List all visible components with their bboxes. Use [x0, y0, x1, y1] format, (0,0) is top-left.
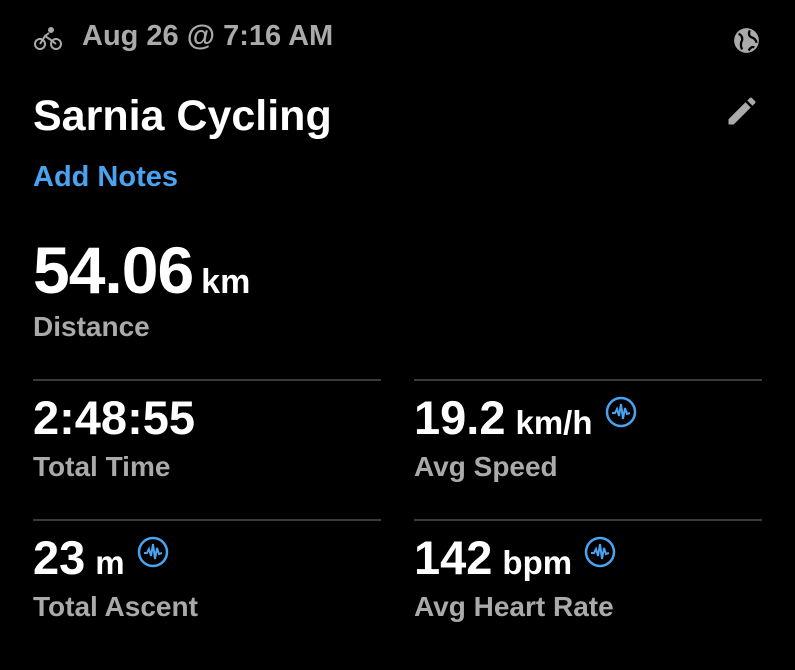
divider [33, 519, 381, 521]
total-ascent-label: Total Ascent [33, 591, 198, 622]
distance-label: Distance [33, 311, 150, 342]
distance-number: 54.06 [33, 233, 194, 307]
chart-icon[interactable] [137, 536, 169, 568]
add-notes-link[interactable]: Add Notes [33, 161, 178, 193]
bicycle-icon [34, 27, 62, 50]
chart-icon[interactable] [605, 396, 637, 428]
divider [414, 379, 762, 381]
activity-title: Sarnia Cycling [33, 92, 332, 140]
pencil-icon[interactable] [724, 93, 760, 129]
stat-unit: m [95, 544, 125, 581]
distance-unit: km [201, 263, 251, 301]
divider [414, 519, 762, 521]
divider [33, 379, 381, 381]
avg-heart-rate-value: 142 bpm [414, 530, 616, 585]
stat-number: 23 [33, 531, 86, 584]
avg-speed-label: Avg Speed [414, 451, 558, 482]
globe-icon[interactable] [733, 27, 760, 54]
avg-heart-rate-label: Avg Heart Rate [414, 591, 614, 622]
avg-speed-value: 19.2 km/h [414, 390, 637, 445]
stat-unit: bpm [502, 544, 573, 581]
total-time-label: Total Time [33, 451, 171, 482]
stat-unit: km/h [515, 404, 593, 441]
total-time-value: 2:48:55 [33, 390, 195, 445]
activity-date: Aug 26 @ 7:16 AM [82, 20, 334, 52]
stat-number: 2:48:55 [33, 391, 195, 444]
stat-number: 142 [414, 531, 493, 584]
distance-value: 54.06 km [33, 232, 250, 308]
total-ascent-value: 23 m [33, 530, 169, 585]
chart-icon[interactable] [584, 536, 616, 568]
stat-number: 19.2 [414, 391, 506, 444]
